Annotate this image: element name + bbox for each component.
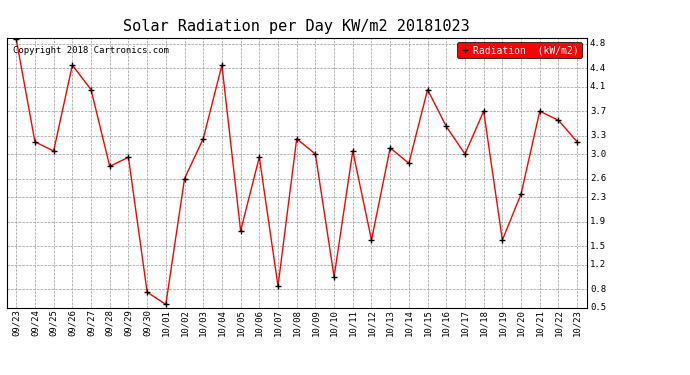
- Text: Copyright 2018 Cartronics.com: Copyright 2018 Cartronics.com: [12, 46, 168, 55]
- Text: 0.8: 0.8: [590, 285, 606, 294]
- Text: 1.9: 1.9: [590, 217, 606, 226]
- Text: 3.7: 3.7: [590, 106, 606, 116]
- Text: 2.3: 2.3: [590, 192, 606, 201]
- Text: 1.2: 1.2: [590, 260, 606, 269]
- Text: 3.3: 3.3: [590, 131, 606, 140]
- Text: 2.6: 2.6: [590, 174, 606, 183]
- Text: 1.5: 1.5: [590, 242, 606, 250]
- Text: 4.8: 4.8: [590, 39, 606, 48]
- Text: 4.4: 4.4: [590, 64, 606, 73]
- Text: 3.0: 3.0: [590, 150, 606, 159]
- Text: Solar Radiation per Day KW/m2 20181023: Solar Radiation per Day KW/m2 20181023: [124, 19, 470, 34]
- Legend: Radiation  (kW/m2): Radiation (kW/m2): [457, 42, 582, 58]
- Text: 0.5: 0.5: [590, 303, 606, 312]
- Text: 4.1: 4.1: [590, 82, 606, 91]
